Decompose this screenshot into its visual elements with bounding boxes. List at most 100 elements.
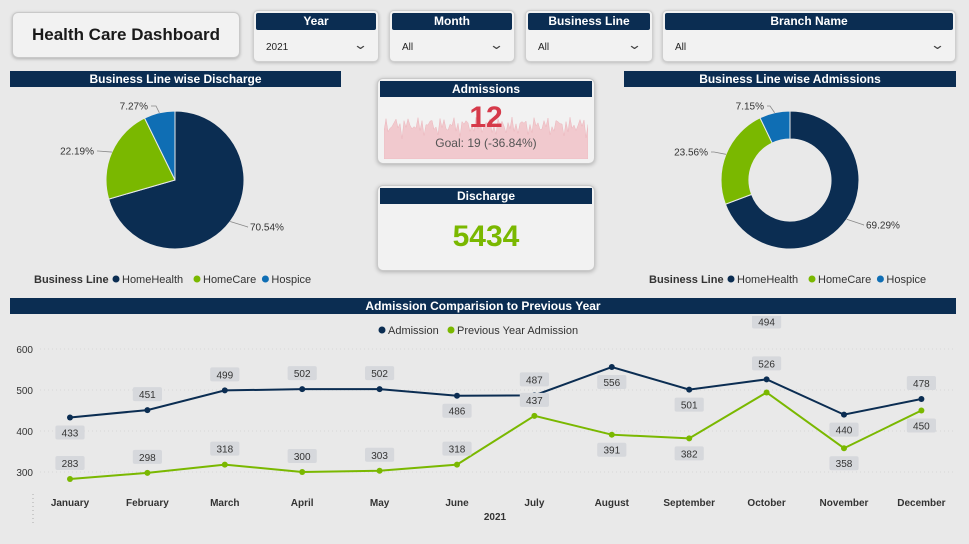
x-tick-label: July [524, 498, 544, 509]
chevron-down-icon[interactable]: ⌄ [929, 37, 946, 52]
x-tick-label: September [663, 498, 715, 509]
business-line-slicer[interactable]: Business Line All ⌄ [525, 10, 653, 62]
pie-leader-line [846, 218, 865, 226]
pie-leader-line [711, 151, 727, 155]
month-slicer[interactable]: Month All ⌄ [389, 10, 515, 62]
data-label: 437 [526, 396, 543, 407]
data-label: 502 [294, 369, 311, 380]
chevron-down-icon[interactable]: ⌄ [352, 37, 369, 52]
data-label-box [55, 425, 85, 440]
data-label-box [752, 316, 782, 329]
discharge-card: Discharge 5434 [377, 185, 595, 271]
data-label-box [287, 449, 317, 463]
legend-entry-hospice: Hospice [886, 274, 926, 286]
pie-data-label: 69.29% [866, 221, 900, 232]
legend-title: Business Line [34, 274, 109, 286]
data-label-box [519, 372, 549, 387]
y-tick-label: 600 [16, 345, 33, 356]
discharge-card-title: Discharge [380, 188, 592, 204]
admissions-card-title: Admissions [380, 81, 592, 97]
series-line-previous-year [69, 391, 922, 480]
legend-entry-hospice: Hospice [271, 274, 311, 286]
data-point [763, 389, 770, 396]
legend-entry-homehealth: HomeHealth [122, 274, 183, 286]
data-point [841, 445, 847, 452]
data-label-box [132, 449, 162, 464]
data-point [144, 407, 151, 414]
year-slicer[interactable]: Year 2021 ⌄ [253, 10, 379, 62]
legend-marker-admission [378, 326, 386, 334]
data-label: 487 [526, 375, 543, 386]
data-label: 494 [758, 317, 775, 328]
legend-title: Business Line [649, 274, 724, 286]
x-tick-label: November [820, 498, 869, 509]
data-label: 499 [216, 370, 233, 381]
data-label-box [442, 441, 472, 456]
data-label-box [674, 397, 704, 412]
data-label: 478 [913, 379, 930, 390]
branch-name-slicer[interactable]: Branch Name All ⌄ [662, 10, 956, 62]
data-label-box [906, 418, 936, 433]
data-label: 358 [836, 459, 853, 470]
pie-data-label: 7.15% [736, 102, 764, 113]
admissions-goal: Goal: 19 (-36.84%) [435, 136, 537, 150]
data-point [221, 461, 228, 468]
month-slicer-value: All [402, 42, 414, 53]
data-label-box [287, 366, 317, 381]
legend-marker-hospice [261, 275, 269, 283]
data-label-box [829, 456, 859, 471]
data-point [454, 392, 460, 399]
pie-slice-hospice [143, 110, 176, 181]
data-label: 451 [139, 390, 156, 401]
data-point [918, 407, 925, 414]
admissions-donut-title: Business Line wise Admissions [624, 71, 956, 87]
data-label-box [442, 403, 472, 418]
year-slicer-value: 2021 [266, 42, 289, 53]
data-label: 486 [449, 407, 466, 418]
pie-data-label: 70.54% [250, 223, 284, 234]
data-label-box [365, 447, 395, 462]
data-point [531, 412, 538, 419]
data-label-box [55, 455, 85, 470]
data-point [918, 396, 925, 403]
data-label-box [519, 392, 549, 407]
pie-data-label: 22.19% [60, 147, 94, 158]
year-slicer-label: Year [256, 13, 376, 30]
legend-marker-previous-year [447, 326, 455, 334]
data-point [686, 435, 693, 442]
data-label: 303 [371, 451, 388, 462]
discharge-pie-title: Business Line wise Discharge [10, 71, 341, 87]
data-label-box [829, 422, 859, 437]
pie-leader-line [151, 105, 160, 113]
data-label: 318 [449, 445, 466, 456]
pie-slice-homecare [720, 117, 773, 205]
data-point [608, 364, 615, 371]
data-label-box [674, 446, 704, 461]
chevron-down-icon[interactable]: ⌄ [626, 37, 643, 52]
data-point [376, 386, 383, 393]
legend-marker-homehealth [727, 275, 735, 283]
data-label: 318 [216, 445, 233, 456]
legend-entry-homehealth: HomeHealth [737, 274, 798, 286]
branch-name-slicer-value: All [675, 42, 687, 53]
legend-entry-previous-year: Previous Year Admission [457, 325, 578, 337]
data-label-box [597, 442, 627, 457]
data-label: 556 [603, 378, 620, 389]
legend-entry-admission: Admission [388, 325, 439, 337]
y-tick-label: 300 [16, 468, 33, 479]
pie-leader-line [97, 150, 112, 153]
legend-marker-homehealth [112, 275, 120, 283]
data-label: 526 [758, 359, 775, 370]
data-point [67, 414, 73, 421]
chevron-down-icon[interactable]: ⌄ [488, 37, 505, 52]
y-tick-label: 400 [16, 427, 33, 438]
data-label-box [365, 366, 395, 381]
pie-slice-hospice [759, 110, 791, 144]
branch-name-slicer-label: Branch Name [665, 13, 953, 30]
data-label: 502 [371, 369, 388, 380]
data-point [67, 475, 73, 482]
data-label-box [210, 367, 240, 382]
data-label: 283 [62, 459, 79, 470]
data-label: 298 [139, 453, 156, 464]
x-tick-label: June [445, 498, 469, 509]
